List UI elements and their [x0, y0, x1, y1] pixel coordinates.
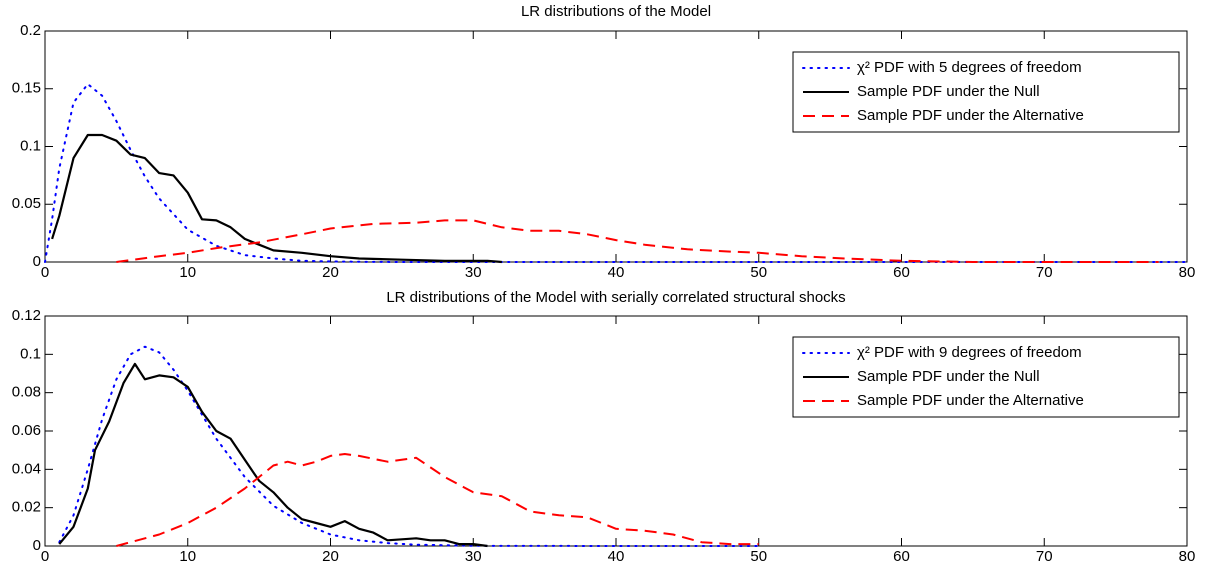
x-tick-label: 50 [750, 548, 767, 565]
x-tick-label: 0 [41, 548, 49, 565]
y-tick-label: 0.05 [12, 195, 41, 212]
y-tick-label: 0.1 [20, 137, 41, 154]
x-tick-label: 70 [1036, 264, 1053, 281]
series-line [51, 133, 502, 264]
y-tick-label: 0.04 [12, 460, 41, 477]
y-tick-label: 0 [33, 537, 41, 554]
y-tick-label: 0.12 [12, 307, 41, 324]
x-tick-label: 80 [1179, 548, 1196, 565]
series-line [116, 453, 759, 547]
series-line [44, 83, 1188, 263]
x-tick-label: 30 [465, 264, 482, 281]
legend-label: Sample PDF under the Alternative [857, 107, 1084, 124]
legend-label: χ² PDF with 5 degrees of freedom [857, 59, 1082, 76]
y-tick-label: 0.1 [20, 345, 41, 362]
chart-title: LR distributions of the Model [521, 3, 711, 20]
subplot: LR distributions of the Model 0 10 20 30 40 50… [12, 3, 1196, 281]
x-tick-label: 30 [465, 548, 482, 565]
subplot: LR distributions of the Model with seria… [12, 289, 1196, 565]
legend-label: Sample PDF under the Null [857, 83, 1040, 100]
y-tick-label: 0 [33, 253, 41, 270]
x-tick-label: 0 [41, 264, 49, 281]
y-tick-label: 0.02 [12, 499, 41, 516]
series-line [58, 345, 760, 547]
x-tick-label: 60 [893, 264, 910, 281]
y-tick-label: 0.06 [12, 422, 41, 439]
series-line [116, 219, 1159, 263]
x-tick-label: 50 [750, 264, 767, 281]
series-line [58, 362, 488, 548]
legend-label: Sample PDF under the Alternative [857, 392, 1084, 409]
x-tick-label: 20 [322, 264, 339, 281]
x-tick-label: 10 [179, 264, 196, 281]
x-tick-label: 40 [608, 264, 625, 281]
legend-label: Sample PDF under the Null [857, 368, 1040, 385]
legend-box [792, 51, 1180, 133]
y-tick-label: 0.2 [20, 22, 41, 39]
y-tick-label: 0.15 [12, 80, 41, 97]
legend-box [792, 336, 1180, 418]
x-tick-label: 20 [322, 548, 339, 565]
x-tick-label: 10 [179, 548, 196, 565]
x-tick-label: 40 [608, 548, 625, 565]
x-tick-label: 60 [893, 548, 910, 565]
chart-title: LR distributions of the Model with seria… [386, 289, 845, 306]
x-tick-label: 80 [1179, 264, 1196, 281]
x-tick-label: 70 [1036, 548, 1053, 565]
legend-label: χ² PDF with 9 degrees of freedom [857, 344, 1082, 361]
y-tick-label: 0.08 [12, 384, 41, 401]
